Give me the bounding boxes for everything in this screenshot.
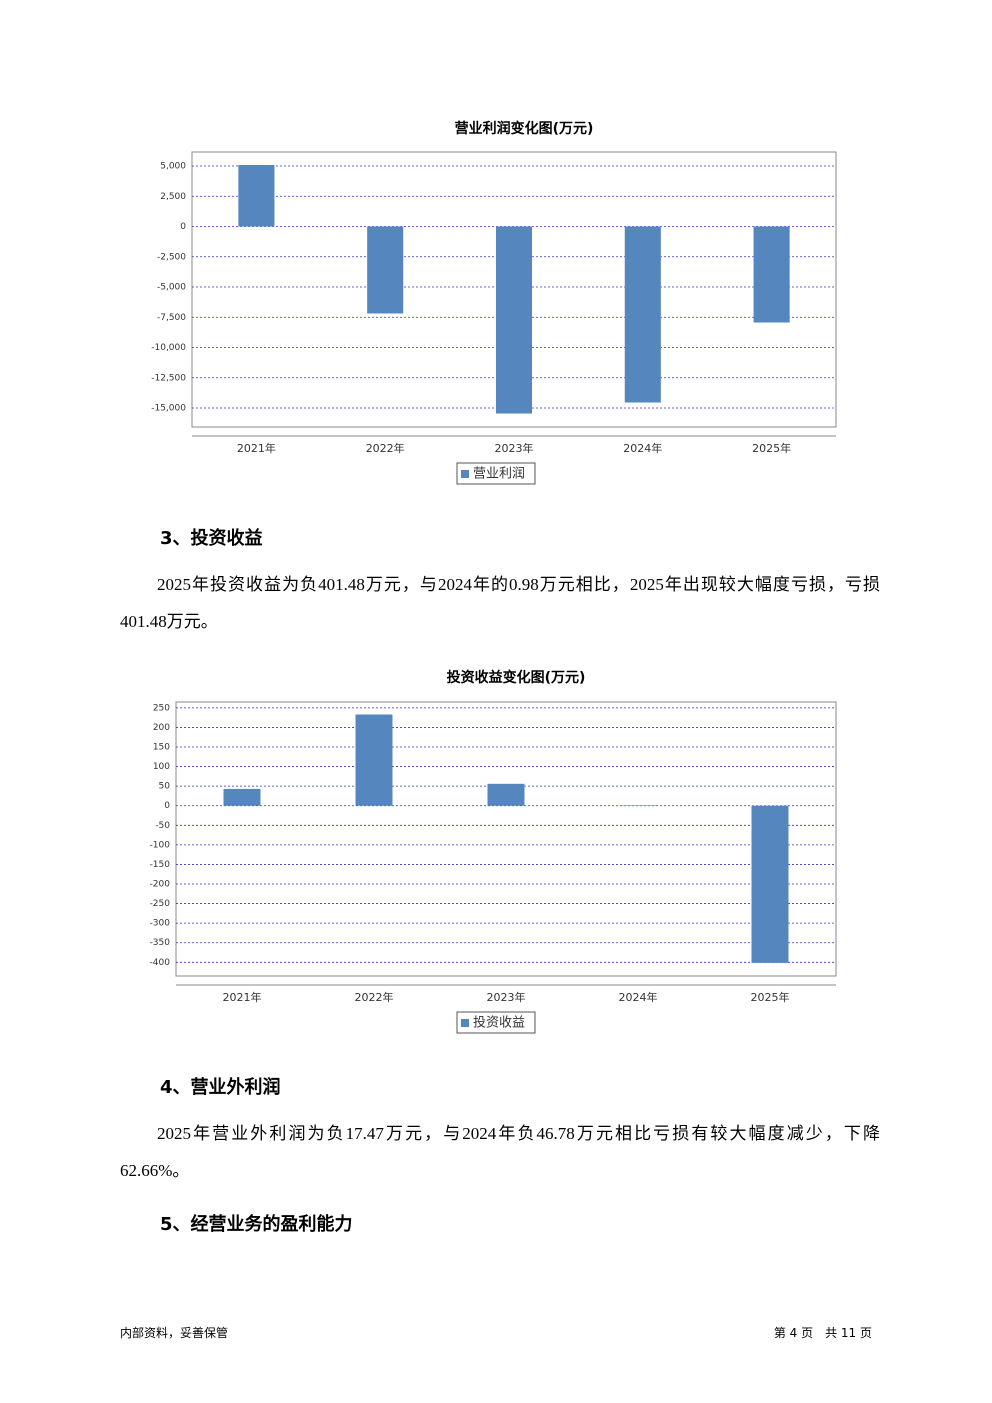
y-tick-label: 5,000	[160, 161, 186, 171]
heading: 4、营业外利润	[160, 1077, 281, 1098]
chart-title: 投资收益变化图(万元)	[447, 669, 586, 686]
y-tick-label: -50	[155, 821, 170, 831]
bar	[753, 226, 790, 323]
y-tick-label: -10,000	[151, 343, 186, 353]
plot-area	[175, 701, 837, 977]
y-tick-label: -5,000	[157, 283, 186, 293]
bar	[624, 226, 661, 403]
x-tick-label: 2025年	[751, 990, 790, 1004]
footer-right: 第 4 页 共 11 页	[773, 1326, 872, 1340]
footer-left: 内部资料，妥善保管	[120, 1326, 229, 1340]
paragraph: 2025年营业外利润为负17.47万元，与2024年负46.78万元相比亏损有较…	[120, 1124, 880, 1180]
x-tick-label: 2021年	[223, 990, 262, 1004]
bar	[495, 226, 533, 414]
heading: 5、经营业务的盈利能力	[160, 1214, 353, 1235]
y-tick-label: 150	[153, 743, 170, 753]
x-tick-label: 2021年	[237, 441, 276, 455]
y-tick-label: 2,500	[160, 192, 186, 202]
legend-swatch	[461, 1019, 469, 1027]
y-tick-label: 0	[180, 222, 186, 232]
legend-box	[456, 462, 536, 485]
y-tick-label: -100	[150, 840, 171, 850]
y-tick-label: 250	[153, 703, 170, 713]
y-tick-label: -400	[150, 958, 171, 968]
x-tick-label: 2025年	[752, 441, 791, 455]
y-tick-label: -12,500	[151, 373, 186, 383]
chart-title: 营业利润变化图(万元)	[455, 120, 594, 137]
x-tick-label: 2022年	[366, 441, 405, 455]
bar	[619, 805, 657, 806]
y-tick-label: -15,000	[151, 404, 186, 414]
y-tick-label: -150	[150, 860, 171, 870]
y-tick-label: -250	[150, 899, 171, 909]
x-tick-label: 2023年	[495, 441, 534, 455]
heading: 3、投资收益	[160, 528, 263, 549]
x-tick-label: 2024年	[623, 441, 662, 455]
y-tick-label: 200	[153, 723, 170, 733]
legend-label: 营业利润	[473, 467, 525, 482]
bar	[238, 164, 275, 227]
y-tick-label: -350	[150, 938, 171, 948]
legend-swatch	[461, 470, 469, 478]
bar	[751, 805, 789, 963]
bar	[367, 226, 404, 314]
y-tick-label: 50	[159, 782, 171, 792]
x-tick-label: 2022年	[355, 990, 394, 1004]
y-tick-label: 0	[164, 801, 170, 811]
y-tick-label: -2,500	[157, 252, 186, 262]
y-tick-label: -200	[150, 880, 171, 890]
x-tick-label: 2024年	[619, 990, 658, 1004]
bar	[223, 788, 261, 806]
bar	[487, 783, 525, 806]
x-tick-label: 2023年	[487, 990, 526, 1004]
legend-box	[456, 1011, 536, 1034]
bar	[355, 714, 393, 806]
y-tick-label: -7,500	[157, 313, 186, 323]
legend-label: 投资收益	[473, 1015, 525, 1031]
y-tick-label: -300	[150, 919, 171, 929]
paragraph: 2025年投资收益为负401.48万元，与2024年的0.98万元相比，2025…	[120, 575, 880, 631]
y-tick-label: 100	[153, 762, 170, 772]
